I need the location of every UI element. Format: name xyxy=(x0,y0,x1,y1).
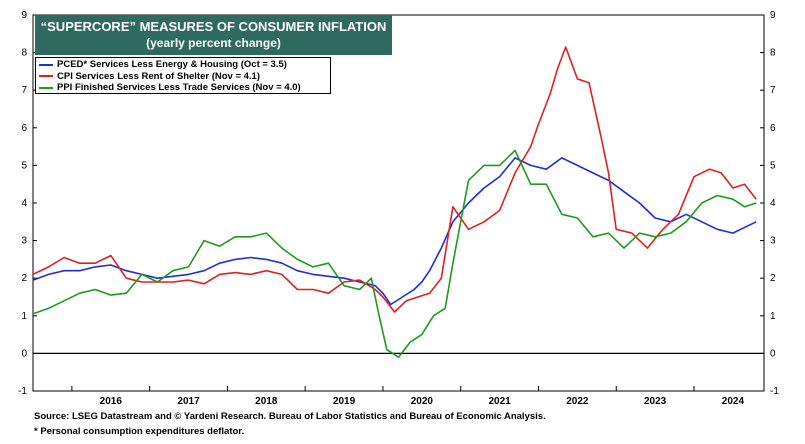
chart-title-box: “SUPERCORE” MEASURES OF CONSUMER INFLATI… xyxy=(35,15,392,55)
y-tick-label-right: 3 xyxy=(770,236,776,247)
legend: PCED* Services Less Energy & Housing (Oc… xyxy=(35,57,331,94)
x-tick-label: 2022 xyxy=(566,396,589,407)
y-tick-label-left: 8 xyxy=(21,48,27,59)
y-axis-left: -1 0 1 2 3 4 5 6 7 8 9 xyxy=(18,10,37,397)
x-tick-label: 2018 xyxy=(255,396,278,407)
source-note: Source: LSEG Datastream and © Yardeni Re… xyxy=(34,411,546,422)
legend-swatch-cpi xyxy=(39,75,53,78)
y-tick-label-left: 9 xyxy=(21,10,27,21)
y-tick-label-right: 6 xyxy=(770,123,776,134)
x-tick-label: 2023 xyxy=(644,396,667,407)
x-tick-label: 2019 xyxy=(333,396,356,407)
y-tick-label-right: 4 xyxy=(770,198,776,209)
y-tick-label-left: 0 xyxy=(21,348,27,359)
y-tick-label-right: 5 xyxy=(770,160,776,171)
legend-label-ppi: PPI Finished Services Less Trade Service… xyxy=(57,82,301,94)
y-tick-label-left: 6 xyxy=(21,123,27,134)
x-tick-label: 2020 xyxy=(411,396,434,407)
series-line-ppi xyxy=(32,149,757,359)
y-tick-label-left: 4 xyxy=(21,198,27,209)
x-axis: 2016 2017 2018 2019 2020 2021 2022 2023 2024 xyxy=(71,386,745,407)
y-tick-label-right: 9 xyxy=(770,10,776,21)
chart-subtitle: (yearly percent change) xyxy=(146,36,281,50)
y-tick-label-right: 1 xyxy=(770,311,776,322)
y-tick-label-left: 5 xyxy=(21,160,27,171)
legend-swatch-ppi xyxy=(39,86,53,89)
y-tick-label-left: 7 xyxy=(21,85,27,96)
y-tick-label-left: 2 xyxy=(21,273,27,284)
legend-label-pced: PCED* Services Less Energy & Housing (Oc… xyxy=(57,59,287,71)
legend-swatch-pced xyxy=(39,63,53,66)
legend-item-ppi: PPI Finished Services Less Trade Service… xyxy=(39,82,327,94)
x-tick-label: 2017 xyxy=(177,396,200,407)
y-tick-label-right: -1 xyxy=(770,386,779,397)
legend-item-pced: PCED* Services Less Energy & Housing (Oc… xyxy=(39,59,327,71)
y-tick-label-right: 7 xyxy=(770,85,776,96)
y-tick-label-left: -1 xyxy=(18,386,27,397)
legend-item-cpi: CPI Services Less Rent of Shelter (Nov =… xyxy=(39,71,327,83)
y-tick-label-right: 8 xyxy=(770,48,776,59)
series-line-cpi xyxy=(32,46,757,313)
y-axis-right: -1 0 1 2 3 4 5 6 7 8 9 xyxy=(760,10,779,397)
x-tick-label: 2021 xyxy=(488,396,511,407)
footnote: * Personal consumption expenditures defl… xyxy=(34,426,245,437)
x-tick-label: 2024 xyxy=(722,396,745,407)
y-tick-label-right: 2 xyxy=(770,273,776,284)
y-tick-label-left: 3 xyxy=(21,236,27,247)
x-tick-label: 2016 xyxy=(100,396,123,407)
y-tick-label-left: 1 xyxy=(21,311,27,322)
y-tick-label-right: 0 xyxy=(770,348,776,359)
chart-title: “SUPERCORE” MEASURES OF CONSUMER INFLATI… xyxy=(40,19,387,34)
series-layer xyxy=(32,46,757,359)
legend-label-cpi: CPI Services Less Rent of Shelter (Nov =… xyxy=(57,70,261,82)
